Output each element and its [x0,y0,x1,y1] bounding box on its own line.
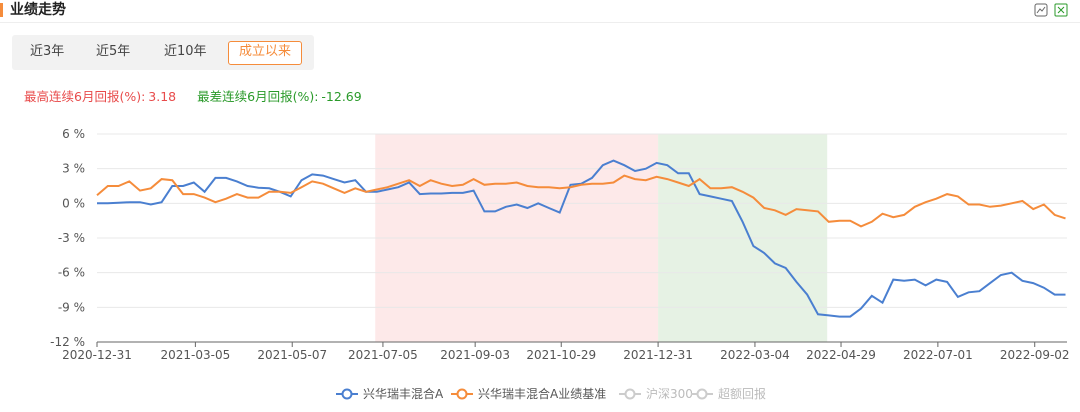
y-tick-label: 3 % [62,162,85,176]
highlight-band [375,134,659,342]
tab-bar: 近3年 近5年 近10年 成立以来 [12,35,314,70]
worst-label: 最差连续6月回报(%): [197,89,319,104]
icon-chart[interactable] [1034,3,1048,17]
accent-bar [0,3,3,17]
legend-marker [341,388,353,400]
x-tick-label: 2021-10-29 [526,348,596,362]
icon-chart-line [1036,6,1046,14]
y-tick-label: 6 % [62,127,85,141]
stats: 最高连续6月回报(%): 3.18 最差连续6月回报(%): -12.69 [24,86,365,105]
legend-label: 超额回报 [718,386,766,401]
legend-marker [624,388,636,400]
y-tick-label: -12 % [50,335,85,349]
icon-excel-mark [1057,6,1065,14]
best-label: 最高连续6月回报(%): [24,89,146,104]
x-tick-label: 2021-12-31 [623,348,693,362]
icon-excel[interactable] [1054,3,1068,17]
legend-item[interactable]: 沪深300 [619,387,693,401]
x-tick-label: 2021-09-03 [440,348,510,362]
tab[interactable]: 近3年 [30,44,65,59]
x-tick-label: 2022-09-02 [1000,348,1070,362]
y-tick-label: 0 % [62,196,85,210]
tab[interactable]: 近10年 [164,44,207,59]
series-line [96,174,1066,228]
toolbar-icons[interactable] [1034,2,1074,18]
worst-value: -12.69 [321,89,362,104]
header: 业绩走势 [0,0,1080,23]
series-line [97,159,1066,318]
y-tick-label: -6 % [58,266,85,280]
x-tick-label: 2021-03-05 [161,348,231,362]
y-tick-label: -3 % [58,231,85,245]
x-tick-label: 2022-03-04 [720,348,790,362]
x-tick-label: 2020-12-31 [62,348,132,362]
legend-marker [696,388,708,400]
section-title: 业绩走势 [10,2,66,18]
legend-item[interactable]: 兴华瑞丰混合A业绩基准 [451,386,606,401]
x-tick-label: 2022-04-29 [806,348,876,362]
best-value: 3.18 [148,89,177,104]
x-tick-label: 2021-07-05 [348,348,418,362]
tab[interactable]: 成立以来 [228,41,303,65]
legend-marker [456,388,468,400]
legend-label: 兴华瑞丰混合A业绩基准 [478,386,606,401]
legend-label: 兴华瑞丰混合A [363,386,444,401]
tab[interactable]: 近5年 [96,44,131,59]
highlight-band [658,134,828,342]
legend-item[interactable]: 超额回报 [691,386,766,401]
legend-item[interactable]: 兴华瑞丰混合A [336,386,444,401]
legend-label: 沪深300 [646,387,693,401]
y-tick-label: -9 % [58,300,85,314]
x-tick-label: 2021-05-07 [257,348,327,362]
x-tick-label: 2022-07-01 [903,348,973,362]
